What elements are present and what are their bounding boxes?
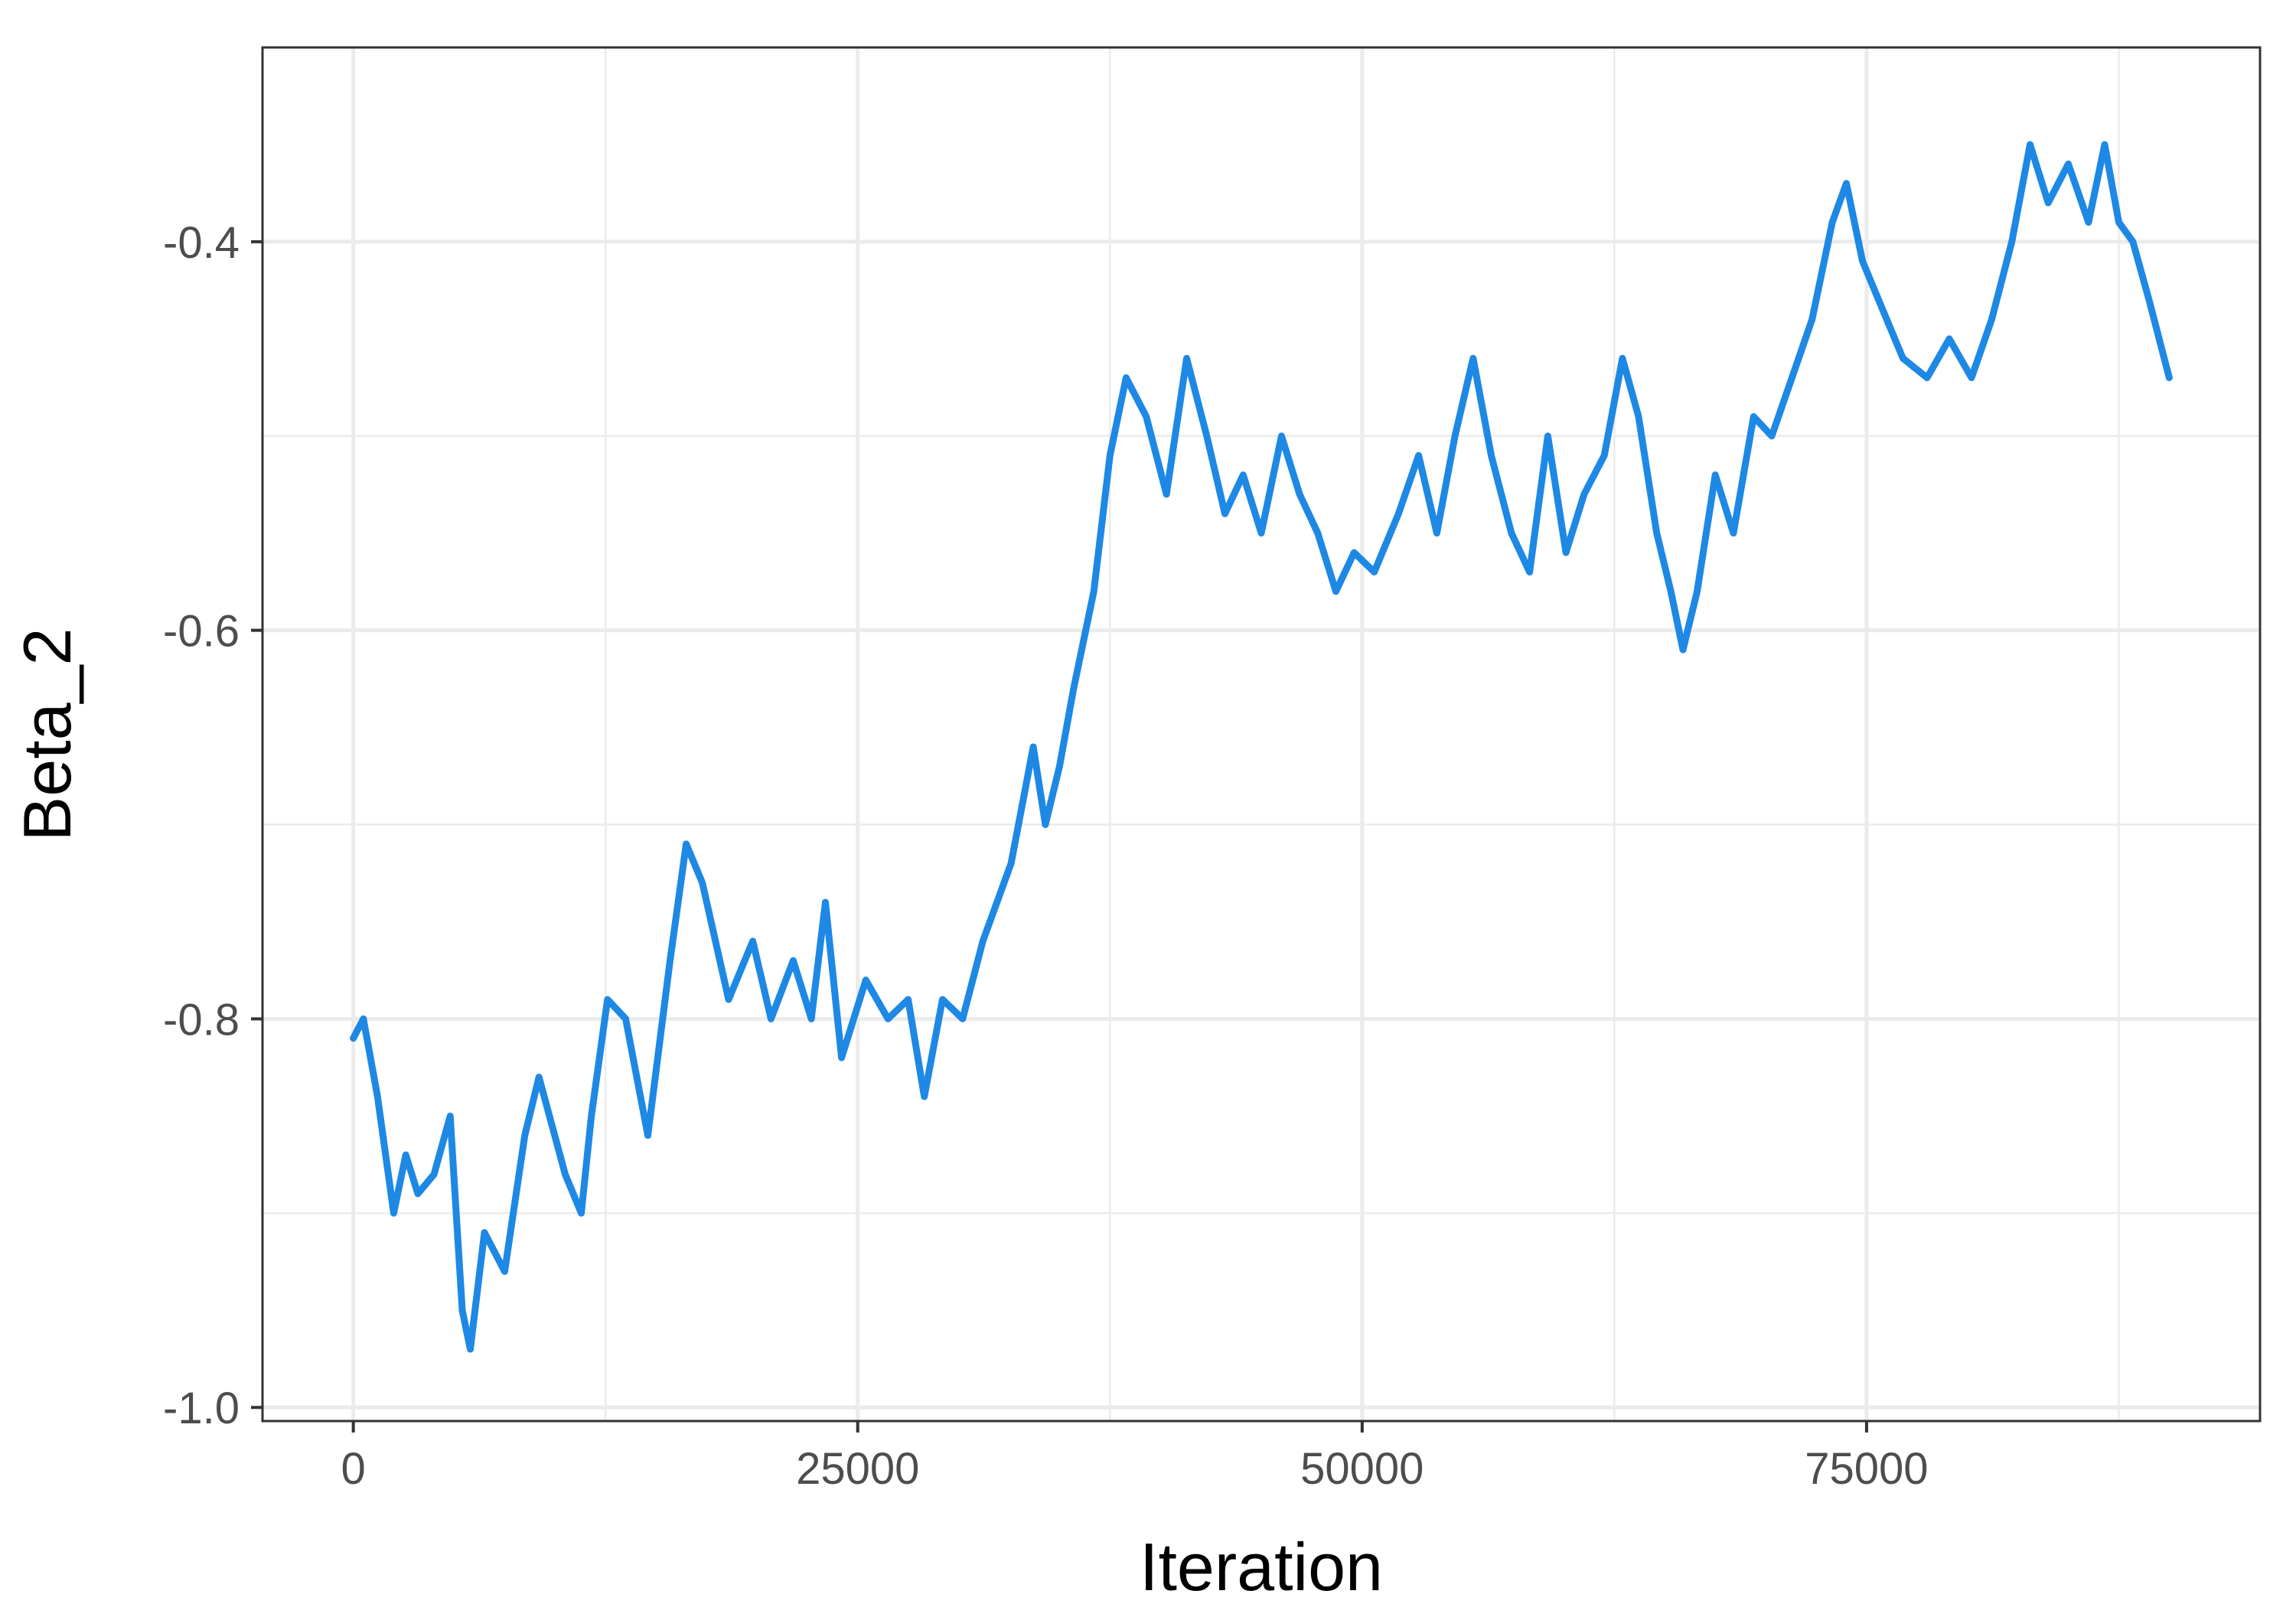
- x-tick-label: 50000: [1300, 1444, 1424, 1494]
- y-tick-label: -0.8: [163, 995, 240, 1045]
- y-tick-label: -0.6: [163, 607, 240, 657]
- trace-line: [350, 141, 2173, 1353]
- y-tick-label: -0.4: [163, 218, 240, 268]
- x-tick-label: 75000: [1805, 1444, 1928, 1494]
- y-tick-label: -1.0: [163, 1384, 240, 1433]
- x-tick-label: 0: [341, 1444, 366, 1494]
- x-tick-label: 25000: [796, 1444, 919, 1494]
- plot-panel-background: [263, 47, 2260, 1421]
- series-layer: [350, 141, 2173, 1353]
- y-axis-title: Beta_2: [9, 628, 85, 842]
- plot-panel-border: [261, 46, 2262, 1423]
- axis-ticks: 0 25000 50000 75000 -1.0 -0.8 -0.6 -0.4: [163, 218, 1929, 1494]
- x-axis-title: Iteration: [1140, 1529, 1383, 1605]
